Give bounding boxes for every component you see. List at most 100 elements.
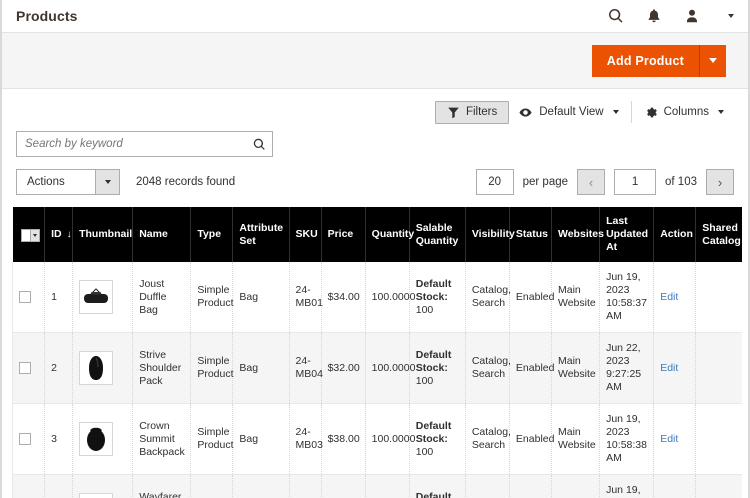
column-header-price[interactable]: Price bbox=[321, 207, 366, 262]
caret-down-icon bbox=[104, 180, 111, 184]
add-product-dropdown-toggle[interactable] bbox=[699, 44, 726, 77]
add-product-button[interactable]: Add Product bbox=[591, 44, 699, 77]
mass-actions-toggle[interactable] bbox=[95, 170, 119, 194]
salable-value: 100 bbox=[415, 445, 434, 458]
select-all-header[interactable] bbox=[12, 207, 46, 262]
default-view-button[interactable]: Default View bbox=[509, 102, 628, 123]
cell-sku: 24-MB04 bbox=[289, 332, 323, 404]
row-checkbox[interactable] bbox=[19, 362, 31, 374]
cell-action: Edit bbox=[653, 474, 697, 498]
column-header-quantity[interactable]: Quantity bbox=[365, 207, 414, 262]
cell-name: Joust Duffle Bag bbox=[132, 262, 192, 333]
column-header-last-updated-at[interactable]: Last Updated At bbox=[599, 207, 655, 262]
select-all-checkbox[interactable] bbox=[20, 228, 40, 242]
previous-page-button[interactable]: ‹ bbox=[577, 169, 606, 195]
notifications-bell-icon[interactable] bbox=[646, 8, 662, 24]
cell-quantity: 100.0000 bbox=[365, 332, 415, 404]
column-header-shared-catalog[interactable]: Shared Catalog bbox=[695, 207, 742, 262]
cell-status: Enabled bbox=[509, 474, 553, 498]
column-header-type[interactable]: Type bbox=[190, 207, 234, 262]
search-icon[interactable] bbox=[608, 8, 624, 24]
edit-link[interactable]: Edit bbox=[660, 432, 679, 445]
per-page-value: 20 bbox=[488, 176, 501, 188]
filters-label: Filters bbox=[465, 106, 498, 118]
columns-button[interactable]: Columns bbox=[634, 102, 734, 123]
cell-thumbnail bbox=[72, 332, 134, 404]
row-select-cell[interactable] bbox=[11, 332, 46, 404]
edit-link[interactable]: Edit bbox=[660, 361, 679, 374]
keyword-search-box bbox=[16, 131, 273, 157]
admin-header: Products bbox=[2, 0, 748, 33]
salable-value: 100 bbox=[415, 374, 434, 387]
column-header-action: Action bbox=[653, 207, 697, 262]
cell-type: Simple Product bbox=[190, 332, 234, 404]
cell-attribute-set: Bag bbox=[232, 403, 290, 475]
filters-button[interactable]: Filters bbox=[434, 100, 510, 124]
cell-visibility: Catalog, Search bbox=[465, 262, 511, 333]
header-actions bbox=[608, 8, 734, 24]
cell-thumbnail bbox=[72, 262, 134, 333]
cell-status: Enabled bbox=[509, 262, 554, 333]
column-header-name[interactable]: Name bbox=[132, 207, 192, 262]
select-all-dropdown-toggle bbox=[29, 229, 39, 241]
current-page-input[interactable] bbox=[614, 169, 657, 195]
row-checkbox[interactable] bbox=[19, 433, 31, 445]
cell-type: Simple Product bbox=[190, 403, 234, 475]
column-header-attribute-set[interactable]: Attribute Set bbox=[232, 207, 290, 262]
user-account-icon[interactable] bbox=[684, 8, 700, 24]
per-page-select[interactable]: 20 bbox=[475, 169, 514, 195]
cell-price: $32.00 bbox=[321, 332, 366, 404]
cell-id: 3 bbox=[44, 403, 74, 475]
grid-controls-row: Actions 2048 records found 20 per page ‹… bbox=[2, 157, 748, 197]
cell-visibility: Catalog, Search bbox=[465, 403, 511, 475]
cell-type: Simple Product bbox=[190, 474, 234, 498]
column-header-salable-quantity[interactable]: Salable Quantity bbox=[409, 207, 466, 262]
search-submit-button[interactable] bbox=[246, 132, 272, 156]
mass-actions-select[interactable]: Actions bbox=[16, 169, 120, 195]
row-checkbox[interactable] bbox=[19, 291, 31, 303]
column-header-id[interactable]: ID ↓ bbox=[44, 207, 74, 262]
cell-last-updated-at: Jun 19, 2023 10:58:38 AM bbox=[599, 403, 655, 475]
row-select-cell[interactable] bbox=[11, 403, 46, 475]
column-header-visibility[interactable]: Visibility bbox=[465, 207, 515, 262]
cell-shared-catalog bbox=[695, 262, 742, 333]
search-input[interactable] bbox=[17, 138, 246, 150]
cell-last-updated-at: Jun 22, 2023 9:27:25 AM bbox=[599, 332, 655, 404]
row-select-cell[interactable] bbox=[11, 262, 46, 333]
cell-salable-quantity: Default Stock: 100 bbox=[409, 403, 466, 475]
cell-shared-catalog bbox=[695, 403, 742, 475]
cell-salable-quantity: Default Stock: 100 bbox=[409, 474, 466, 498]
grid-header: ID ↓ Thumbnail Name Type Attribute Set SK… bbox=[12, 207, 742, 262]
caret-down-icon bbox=[709, 58, 717, 63]
cell-shared-catalog bbox=[695, 474, 742, 498]
edit-link[interactable]: Edit bbox=[660, 290, 679, 303]
column-header-thumbnail[interactable]: Thumbnail bbox=[72, 207, 134, 262]
salable-label: Default Stock: bbox=[415, 348, 452, 374]
column-header-status[interactable]: Status bbox=[509, 207, 553, 262]
cell-name: Wayfarer Messenger Bag bbox=[132, 474, 192, 498]
column-header-sku[interactable]: SKU bbox=[289, 207, 322, 262]
salable-value: 100 bbox=[415, 303, 434, 316]
cell-salable-quantity: Default Stock: 100 bbox=[409, 262, 466, 333]
next-page-button[interactable]: › bbox=[706, 169, 734, 195]
products-grid: ID ↓ Thumbnail Name Type Attribute Set SK… bbox=[11, 207, 742, 498]
product-thumbnail-backpack bbox=[79, 422, 114, 456]
column-header-websites[interactable]: Websites bbox=[551, 207, 604, 262]
column-label-id: ID bbox=[51, 228, 62, 240]
cell-sku: 24-MB03 bbox=[289, 403, 323, 475]
cell-name: Strive Shoulder Pack bbox=[132, 332, 192, 404]
cell-websites: Main Website bbox=[551, 474, 601, 498]
toolbar-divider bbox=[630, 101, 632, 123]
cell-attribute-set: Bag bbox=[232, 474, 290, 498]
table-row: 4 Wayfarer Messenger Bag Simple Product … bbox=[11, 474, 742, 498]
cell-id: 2 bbox=[44, 332, 74, 404]
cell-attribute-set: Bag bbox=[232, 262, 290, 333]
table-row: 1 Joust Duffle Bag Simple Product Bag 24… bbox=[11, 262, 742, 333]
cell-price: $38.00 bbox=[321, 403, 366, 475]
filter-funnel-icon bbox=[447, 106, 460, 119]
row-select-cell[interactable] bbox=[11, 474, 46, 498]
grid-toolbar: Filters Default View Columns bbox=[2, 89, 748, 125]
table-row: 2 Strive Shoulder Pack Simple Product Ba… bbox=[11, 332, 742, 404]
user-menu-caret-down-icon[interactable] bbox=[728, 14, 734, 18]
cell-action: Edit bbox=[653, 332, 697, 404]
